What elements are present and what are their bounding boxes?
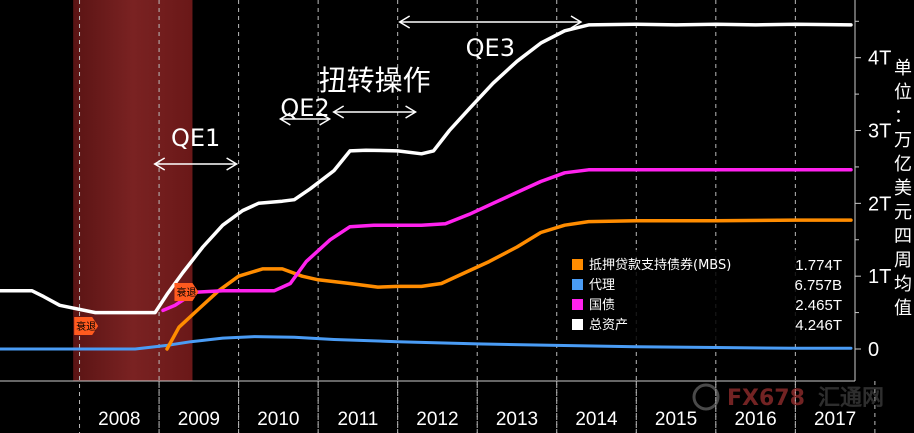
x-tick-label: 2013	[496, 409, 538, 430]
x-tick-label: 2017	[814, 409, 856, 430]
unit-label-char: 亿	[894, 154, 912, 175]
arrowhead-right-icon	[570, 15, 583, 29]
legend-swatch	[572, 259, 583, 270]
legend-series-value: 4.246T	[795, 317, 842, 334]
x-tick-label: 2012	[416, 409, 458, 430]
x-axis: 2008 2009 2010 2011 2012 2013 2014 2015 2016 2017	[98, 409, 856, 430]
watermark: FX678 汇通网	[692, 383, 884, 411]
arrowhead-left-icon	[398, 15, 411, 29]
arrowhead-left-icon	[332, 105, 345, 119]
recession-tag-icon	[74, 317, 99, 335]
legend-box	[564, 250, 848, 340]
unit-label-char: 单	[894, 58, 912, 79]
x-tick-label: 2010	[257, 409, 299, 430]
arrowhead-right-icon	[319, 112, 332, 126]
legend-series-name: 总资产	[589, 318, 628, 333]
unit-label-char: 周	[894, 250, 912, 271]
y-tick-label: 3T	[868, 121, 891, 143]
arrowhead-right-icon	[226, 157, 239, 171]
recession-band	[73, 0, 193, 381]
series-line	[0, 22, 853, 315]
unit-label-char: 元	[894, 202, 912, 223]
annotation-label: QE3	[466, 34, 515, 62]
y-tick-label: 2T	[868, 193, 891, 215]
annotation-label: QE2	[280, 94, 329, 122]
watermark-suffix: 汇通网	[818, 386, 884, 411]
y-axis: 0 1T 2T 3T 4T	[855, 20, 891, 361]
legend: 抵押贷款支持债券(MBS) 1.774T 代理 6.757B 国债 2.465T 总资产 4.…	[564, 250, 848, 340]
arrowhead-right-icon	[405, 105, 418, 119]
unit-label-char: 美	[894, 178, 912, 199]
year-gridlines	[79, 0, 876, 433]
recession-tag-label: 衰退	[176, 286, 196, 299]
unit-label-char: 均	[894, 274, 912, 295]
legend-series-name: 代理	[589, 278, 615, 293]
y-tick-label: 4T	[868, 48, 891, 70]
recession-tag-label: 衰退	[76, 320, 96, 333]
unit-label-char: 四	[894, 226, 912, 247]
unit-label-char: 值	[894, 298, 912, 319]
series-line	[165, 218, 853, 351]
recession-tag-icon	[174, 283, 199, 301]
x-tick-label: 2009	[178, 409, 220, 430]
arrowhead-left-icon	[153, 157, 166, 171]
series-line	[161, 168, 853, 313]
legend-series-value: 2.465T	[795, 297, 842, 314]
unit-label-char: 万	[894, 130, 912, 151]
annotation-label: 扭转操作	[319, 64, 431, 97]
y-tick-label: 1T	[868, 266, 891, 288]
legend-series-value: 1.774T	[795, 257, 842, 274]
legend-swatch	[572, 319, 583, 330]
x-tick-label: 2014	[575, 409, 618, 430]
legend-series-value: 6.757B	[794, 277, 842, 294]
watermark-logo-icon	[692, 383, 720, 411]
unit-label-char: 位	[894, 82, 912, 103]
series-lines	[0, 22, 853, 351]
x-tick-label: 2015	[655, 409, 697, 430]
legend-series-name: 国债	[589, 298, 615, 313]
x-tick-label: 2008	[98, 409, 140, 430]
x-tick-label: 2011	[337, 409, 378, 430]
x-tick-label: 2016	[734, 409, 776, 430]
annotation-label: QE1	[171, 124, 220, 152]
y-tick-label: 0	[868, 339, 879, 361]
unit-label-char: ：	[894, 106, 912, 127]
legend-swatch	[572, 299, 583, 310]
watermark-brand: FX678	[727, 386, 805, 411]
series-line	[0, 335, 853, 351]
legend-series-name: 抵押贷款支持债券(MBS)	[589, 257, 731, 273]
arrowhead-left-icon	[278, 112, 291, 126]
legend-swatch	[572, 279, 583, 290]
